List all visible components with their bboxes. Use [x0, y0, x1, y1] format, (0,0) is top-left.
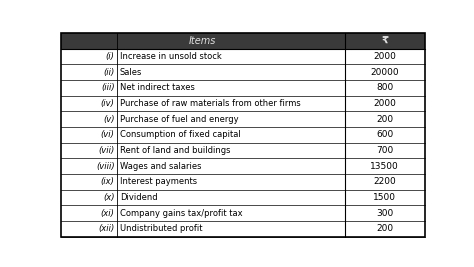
Bar [61, 80, 425, 96]
Bar [61, 174, 425, 190]
Text: Interest payments: Interest payments [119, 177, 197, 186]
Text: 20000: 20000 [371, 68, 399, 77]
Text: 200: 200 [376, 115, 393, 124]
Bar [61, 190, 425, 205]
Text: 2000: 2000 [374, 99, 396, 108]
Text: Purchase of fuel and energy: Purchase of fuel and energy [119, 115, 238, 124]
Text: (iii): (iii) [101, 83, 115, 92]
Text: (xi): (xi) [100, 209, 115, 218]
Bar [61, 64, 425, 80]
Text: Rent of land and buildings: Rent of land and buildings [119, 146, 230, 155]
Text: (vi): (vi) [100, 130, 115, 139]
Bar [61, 33, 425, 49]
Text: 600: 600 [376, 130, 393, 139]
Text: Consumption of fixed capital: Consumption of fixed capital [119, 130, 240, 139]
Text: 200: 200 [376, 224, 393, 233]
Text: 13500: 13500 [370, 162, 399, 171]
Text: Company gains tax/profit tax: Company gains tax/profit tax [119, 209, 242, 218]
Text: 800: 800 [376, 83, 393, 92]
Bar [61, 127, 425, 143]
Text: (v): (v) [103, 115, 115, 124]
Text: (ix): (ix) [100, 177, 115, 186]
Text: Increase in unsold stock: Increase in unsold stock [119, 52, 221, 61]
Text: (vii): (vii) [98, 146, 115, 155]
Text: Dividend: Dividend [119, 193, 157, 202]
Text: 2000: 2000 [374, 52, 396, 61]
Bar [61, 96, 425, 111]
Bar [61, 49, 425, 64]
Text: Net indirect taxes: Net indirect taxes [119, 83, 194, 92]
Text: Items: Items [189, 36, 217, 46]
Text: Sales: Sales [119, 68, 142, 77]
Text: 700: 700 [376, 146, 393, 155]
Bar [61, 221, 425, 237]
Bar [61, 143, 425, 158]
Text: (iv): (iv) [100, 99, 115, 108]
Bar [61, 111, 425, 127]
Text: Wages and salaries: Wages and salaries [119, 162, 201, 171]
Text: (viii): (viii) [96, 162, 115, 171]
Text: (i): (i) [106, 52, 115, 61]
Text: 300: 300 [376, 209, 393, 218]
Text: 2200: 2200 [374, 177, 396, 186]
Text: (x): (x) [103, 193, 115, 202]
Bar [61, 205, 425, 221]
Bar [61, 158, 425, 174]
Text: Undistributed profit: Undistributed profit [119, 224, 202, 233]
Text: Purchase of raw materials from other firms: Purchase of raw materials from other fir… [119, 99, 301, 108]
Text: ₹: ₹ [381, 36, 388, 46]
Text: 1500: 1500 [373, 193, 396, 202]
Text: (xii): (xii) [98, 224, 115, 233]
Text: (ii): (ii) [103, 68, 115, 77]
